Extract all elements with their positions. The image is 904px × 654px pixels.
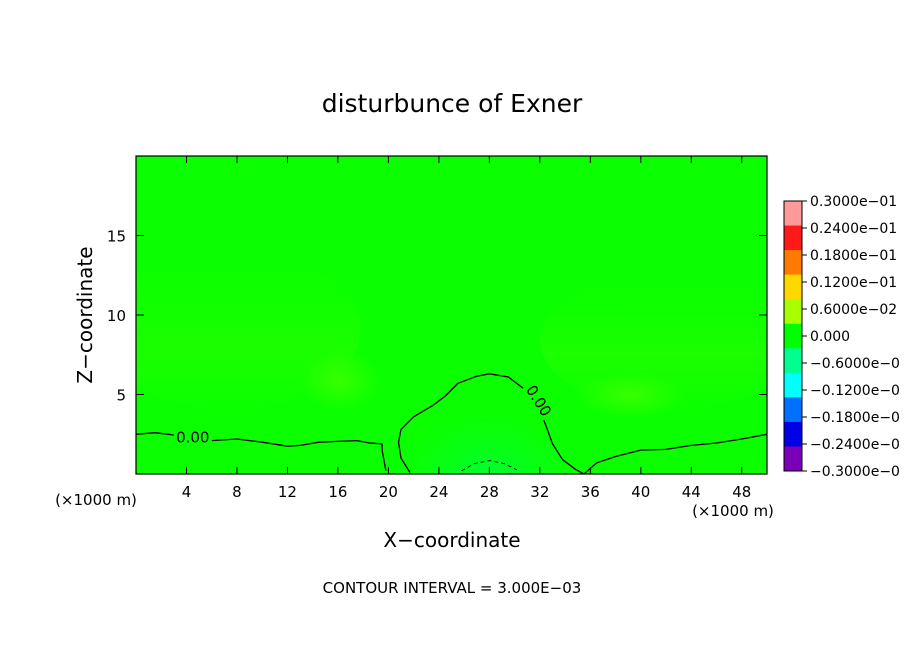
colorbar-label: 0.1200e−01: [810, 275, 897, 291]
chart-title: disturbunce of Exner: [322, 89, 583, 118]
colorbar-label: 0.3000e−01: [810, 194, 897, 210]
colorbar-swatch: [784, 323, 802, 349]
colorbar: 0.3000e−01 0.2400e−01 0.1800e−01 0.1200e−01…: [783, 194, 900, 480]
contour-line: [461, 460, 518, 472]
shade-region-right: [540, 270, 767, 410]
x-tick-label: 16: [328, 483, 347, 501]
x-unit-left: (×1000 m): [55, 491, 137, 509]
x-tick-label: 36: [581, 483, 600, 501]
x-axis-label: X−coordinate: [383, 528, 520, 552]
colorbar-swatch: [784, 372, 802, 398]
x-tick-label: 4: [182, 483, 192, 501]
contour-label-mask: [173, 427, 212, 446]
y-axis-label: Z−coordinate: [73, 246, 97, 383]
x-tick-label: 28: [480, 483, 499, 501]
contour-line: [397, 373, 585, 474]
colorbar-swatch: [784, 299, 802, 325]
colorbar-swatch: [784, 274, 802, 300]
colorbar-swatch: [784, 421, 802, 447]
colorbar-label: 0.6000e−02: [810, 302, 897, 318]
colorbar-swatch: [784, 397, 802, 423]
contour-interval-footer: CONTOUR INTERVAL = 3.000E−03: [323, 579, 582, 597]
x-tick-label: 12: [278, 483, 297, 501]
colorbar-swatch: [784, 348, 802, 374]
contour-label-mask: [521, 379, 558, 422]
colorbar-label: −0.6000e−0: [810, 356, 900, 372]
contour-lines: [136, 373, 767, 474]
colorbar-label: 0.000: [810, 329, 850, 345]
x-unit-right: (×1000 m): [692, 502, 774, 520]
shade-blob-left: [300, 350, 380, 410]
x-tick-label: 20: [379, 483, 398, 501]
colorbar-label: −0.2400e−0: [810, 437, 900, 453]
colorbar-swatch: [784, 201, 802, 227]
shade-blob-right: [575, 373, 685, 417]
x-tick-label: 40: [631, 483, 650, 501]
x-tick-label: 8: [232, 483, 242, 501]
x-tick-label: 44: [682, 483, 701, 501]
x-tick-label: 24: [429, 483, 448, 501]
contour-label: 0.00: [176, 428, 209, 446]
colorbar-swatch: [784, 250, 802, 276]
y-tick-label: 5: [116, 387, 126, 405]
colorbar-swatch: [784, 446, 802, 472]
colorbar-swatch: [784, 225, 802, 251]
y-tick-label: 10: [107, 307, 126, 325]
colorbar-label: −0.1200e−0: [810, 383, 900, 399]
contour-line: [583, 433, 767, 474]
colorbar-label: 0.1800e−01: [810, 248, 897, 264]
contour-line: [381, 443, 387, 471]
y-axis-ticks: 5 10 15: [107, 228, 767, 405]
x-tick-label: 32: [530, 483, 549, 501]
colorbar-label: −0.3000e−0: [810, 464, 900, 480]
x-tick-label: 48: [732, 483, 751, 501]
plot-area: 0.000.00: [136, 156, 767, 474]
colorbar-label: −0.1800e−0: [810, 410, 900, 426]
colorbar-label: 0.2400e−01: [810, 221, 897, 237]
x-axis-ticks: 4 8 12 16 20 24 28 32 36 40 44 48: [182, 156, 751, 501]
y-tick-label: 15: [107, 228, 126, 246]
